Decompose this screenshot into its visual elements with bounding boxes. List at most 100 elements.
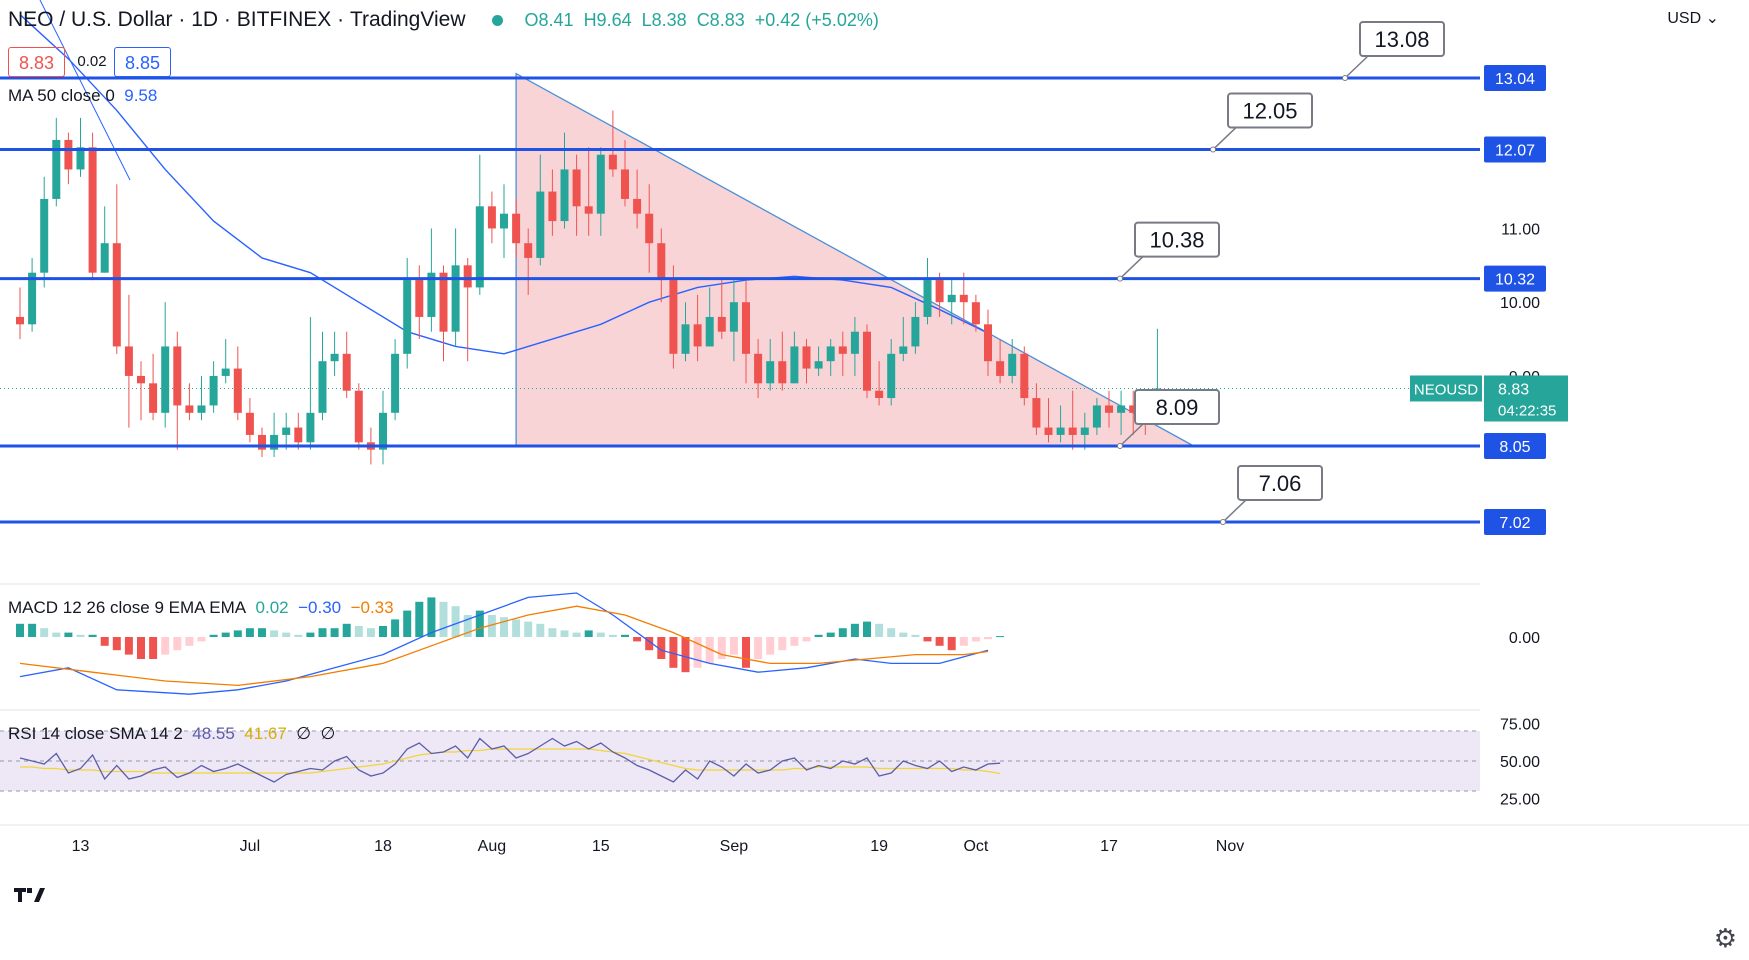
rsi-tick-label: 75.00 xyxy=(1500,717,1540,734)
macd-hist-bar xyxy=(923,637,932,642)
candle-body xyxy=(475,206,484,288)
candle-body xyxy=(899,346,908,354)
high-value: H9.64 xyxy=(583,9,632,30)
candle-body xyxy=(572,169,581,207)
candle-body xyxy=(28,272,37,325)
candle-body xyxy=(621,169,629,199)
settings-gear-icon[interactable]: ⚙ xyxy=(1713,923,1737,953)
level-tag-text: 12.07 xyxy=(1495,143,1535,160)
macd-hist-bar xyxy=(584,630,593,637)
buy-price-button[interactable]: 8.85 xyxy=(114,47,172,77)
candle-body xyxy=(1056,427,1065,435)
candle-body xyxy=(1068,427,1077,435)
macd-hist-bar xyxy=(875,623,884,637)
macd-hist-bar xyxy=(959,637,968,646)
candle-body xyxy=(161,346,170,413)
macd-hist-bar xyxy=(88,634,97,637)
candle-body xyxy=(209,375,218,406)
macd-hist-bar xyxy=(439,601,448,637)
candle-body xyxy=(971,302,980,325)
callout-box xyxy=(1359,21,1445,57)
candle-body xyxy=(669,280,678,354)
level-tag-bg xyxy=(1484,65,1546,91)
macd-hist-bar xyxy=(16,623,24,637)
candle-body xyxy=(754,353,763,384)
candle-body xyxy=(1008,353,1017,376)
level-tag-bg xyxy=(1484,508,1546,535)
platform-label: TradingView xyxy=(349,8,466,31)
macd-hist-bar xyxy=(838,628,847,637)
macd-hist-bar xyxy=(233,630,242,637)
candle-body xyxy=(112,243,121,347)
candle-body xyxy=(1129,405,1138,413)
rsi-legend[interactable]: RSI 14 close SMA 14 2 48.55 41.67 ∅ ∅ xyxy=(8,724,335,744)
ma-value: 9.58 xyxy=(124,86,158,105)
candle-body xyxy=(294,427,303,443)
candle-body xyxy=(608,154,617,170)
price-tick-label: 11.00 xyxy=(1501,221,1540,238)
level-tag-text: 13.04 xyxy=(1495,71,1535,88)
time-tick-label: Nov xyxy=(1216,838,1244,855)
level-tag-bg xyxy=(1484,136,1546,163)
macd-hist-bar xyxy=(911,634,920,637)
candle-body xyxy=(197,405,206,413)
macd-hist-bar xyxy=(863,621,871,637)
time-tick-label: Oct xyxy=(963,838,988,855)
close-value: C8.83 xyxy=(696,9,745,30)
ma-legend[interactable]: MA 50 close 0 9.58 xyxy=(8,86,157,106)
candle-body xyxy=(64,139,73,170)
currency-selector[interactable]: USD ⌄ xyxy=(1667,8,1719,28)
time-tick-label: 18 xyxy=(374,838,392,855)
candle-body xyxy=(729,302,738,332)
callout-box xyxy=(1134,389,1220,425)
candle-body xyxy=(778,361,787,384)
macd-hist-bar xyxy=(52,632,61,637)
sell-price-button[interactable]: 8.83 xyxy=(8,47,66,77)
candle-body xyxy=(717,316,726,332)
candle-body xyxy=(270,434,279,450)
macd-hist-bar xyxy=(294,634,303,637)
market-status-icon xyxy=(491,14,503,26)
tradingview-logo-icon[interactable] xyxy=(10,880,50,910)
symbol-tag-text: NEOUSD xyxy=(1414,381,1478,398)
macd-legend[interactable]: MACD 12 26 close 9 EMA EMA 0.02 −0.30 −0… xyxy=(8,598,394,618)
macd-hist-bar xyxy=(814,634,823,637)
candle-body xyxy=(814,361,823,369)
candle-body xyxy=(185,405,194,413)
candle-body xyxy=(996,361,1005,376)
macd-hist-bar xyxy=(935,637,944,646)
candle-body xyxy=(137,375,145,384)
macd-hist-bar xyxy=(790,637,799,646)
candle-body xyxy=(790,346,799,384)
callout-box xyxy=(1227,92,1313,129)
interval-label[interactable]: 1D xyxy=(191,8,219,31)
macd-label: MACD 12 26 close 9 EMA EMA xyxy=(8,598,247,617)
callout-anchor xyxy=(1210,146,1216,153)
candle-body xyxy=(451,265,460,332)
candle-body xyxy=(1032,398,1041,428)
macd-hist-bar xyxy=(330,628,339,637)
callout-anchor xyxy=(1117,443,1123,449)
candle-body xyxy=(330,353,339,362)
candle-body xyxy=(947,294,956,303)
candle-body xyxy=(487,206,496,229)
descending-triangle xyxy=(515,72,1195,447)
macd-hist-bar xyxy=(76,634,85,637)
candle-body xyxy=(512,213,521,244)
macd-hist-bar xyxy=(221,632,230,637)
macd-hist-bar xyxy=(463,615,472,637)
macd-hist-bar xyxy=(403,610,412,637)
candle-body xyxy=(1044,427,1053,435)
candle-body xyxy=(935,280,944,303)
macd-hist-bar xyxy=(657,637,666,659)
level-tag-bg xyxy=(1484,433,1546,459)
candle-body xyxy=(306,412,315,443)
macd-hist-bar xyxy=(596,632,605,637)
candle-body xyxy=(415,280,424,317)
candle-body xyxy=(911,316,920,347)
macd-hist-bar xyxy=(947,637,956,651)
callout-pointer xyxy=(1344,55,1369,79)
symbol-label[interactable]: NEO / U.S. Dollar xyxy=(8,8,173,31)
currency-label: USD xyxy=(1667,10,1702,27)
